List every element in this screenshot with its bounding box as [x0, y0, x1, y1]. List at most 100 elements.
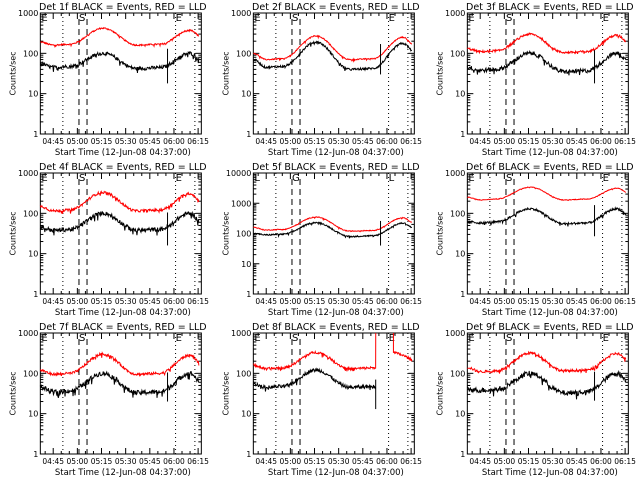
- y-tick-label: 100: [236, 369, 251, 378]
- y-tick-label: 1: [33, 450, 38, 459]
- x-tick-label: 05:30: [115, 137, 137, 146]
- event-marker-label: E: [602, 13, 608, 24]
- x-tick-label: 05:30: [542, 137, 564, 146]
- plot-frame: [253, 332, 416, 455]
- x-tick-label: 05:30: [328, 457, 350, 466]
- lld-series-line: [466, 350, 626, 374]
- event-marker-label: E: [41, 333, 47, 344]
- x-tick-label: 05:15: [304, 137, 326, 146]
- x-tick-label: 06:00: [163, 297, 185, 306]
- chart-title: Det 5f BLACK = Events, RED = LLD: [252, 162, 420, 173]
- x-tick-label: 05:45: [352, 297, 374, 306]
- event-marker-label: S: [79, 173, 85, 184]
- event-marker-label: E: [41, 13, 47, 24]
- y-axis-label: Counts/sec: [435, 51, 444, 95]
- x-axis-label: Start Time (12-Jun-08 04:37:00): [481, 308, 617, 318]
- chart-title: Det 7f BLACK = Events, RED = LLD: [39, 322, 207, 333]
- events-series-line: [39, 210, 200, 236]
- detector-panel: Det 7f BLACK = Events, RED = LLD Counts/s…: [8, 322, 209, 478]
- event-marker-label: E: [602, 173, 608, 184]
- detector-panel: Det 4f BLACK = Events, RED = LLD Counts/s…: [8, 162, 209, 318]
- y-tick-label: 100: [450, 209, 465, 218]
- y-tick-label: 1: [247, 290, 252, 299]
- x-tick-label: 05:00: [493, 137, 515, 146]
- event-marker-label: S: [79, 13, 85, 24]
- y-axis-label: Counts/sec: [222, 51, 231, 95]
- x-tick-label: 04:45: [469, 137, 491, 146]
- event-marker-label: E: [255, 13, 261, 24]
- y-tick-label: 10: [28, 250, 38, 259]
- y-axis-label: Counts/sec: [222, 371, 231, 415]
- x-axis-label: Start Time (12-Jun-08 04:37:00): [481, 468, 617, 478]
- plot-frame: [39, 332, 202, 455]
- lld-series-line: [39, 190, 200, 214]
- x-tick-label: 05:45: [352, 137, 374, 146]
- y-tick-label: 100: [236, 49, 251, 58]
- lld-series-line: [40, 26, 200, 48]
- x-tick-label: 05:45: [566, 137, 588, 146]
- x-tick-label: 05:30: [115, 457, 137, 466]
- chart-title: Det 2f BLACK = Events, RED = LLD: [252, 2, 420, 13]
- event-marker-label: E: [41, 173, 47, 184]
- y-tick-label: 1000: [445, 169, 465, 178]
- x-tick-label: 05:45: [139, 137, 161, 146]
- y-axis-label: Counts/sec: [8, 51, 17, 95]
- event-marker-label: E: [602, 333, 608, 344]
- y-tick-label: 1: [460, 450, 465, 459]
- plot-frame: [466, 12, 629, 135]
- y-axis-label: Counts/sec: [435, 211, 444, 255]
- event-marker-label: E: [255, 333, 261, 344]
- x-tick-label: 05:45: [352, 457, 374, 466]
- lld-series-line: [253, 332, 413, 372]
- y-tick-label: 100: [23, 49, 38, 58]
- y-tick-label: 1000: [231, 199, 251, 208]
- chart-title: Det 3f BLACK = Events, RED = LLD: [466, 2, 634, 13]
- x-tick-label: 05:45: [139, 297, 161, 306]
- y-tick-label: 1000: [18, 9, 38, 18]
- y-tick-label: 1000: [231, 9, 251, 18]
- y-tick-label: 10: [241, 260, 251, 269]
- event-marker-label: S: [506, 173, 512, 184]
- x-tick-label: 04:45: [469, 457, 491, 466]
- x-axis-label: Start Time (12-Jun-08 04:37:00): [55, 468, 191, 478]
- x-axis-label: Start Time (12-Jun-08 04:37:00): [268, 148, 404, 158]
- x-tick-label: 06:15: [187, 457, 209, 466]
- x-tick-label: 05:15: [304, 457, 326, 466]
- x-axis-label: Start Time (12-Jun-08 04:37:00): [481, 148, 617, 158]
- y-tick-label: 1: [460, 290, 465, 299]
- plot-frame: [466, 332, 629, 455]
- plot-frame: [253, 12, 416, 135]
- y-tick-label: 1: [247, 450, 252, 459]
- x-tick-label: 06:00: [163, 457, 185, 466]
- chart-title: Det 4f BLACK = Events, RED = LLD: [39, 162, 207, 173]
- x-tick-label: 05:15: [304, 297, 326, 306]
- plot-frame: [39, 12, 202, 135]
- y-tick-label: 1000: [18, 169, 38, 178]
- y-axis-label: Counts/sec: [8, 211, 17, 255]
- x-tick-label: 05:00: [67, 457, 89, 466]
- detector-panel: Det 5f BLACK = Events, RED = LLD Counts/s…: [222, 162, 423, 318]
- x-tick-label: 05:30: [328, 137, 350, 146]
- y-tick-label: 10: [455, 410, 465, 419]
- x-tick-label: 06:00: [376, 137, 398, 146]
- x-tick-label: 06:15: [401, 457, 423, 466]
- y-tick-label: 100: [23, 369, 38, 378]
- x-tick-label: 05:15: [91, 137, 113, 146]
- x-tick-label: 06:00: [590, 297, 612, 306]
- y-tick-label: 10: [455, 250, 465, 259]
- event-marker-label: E: [176, 173, 182, 184]
- y-axis-label: Counts/sec: [8, 371, 17, 415]
- event-marker-label: E: [468, 13, 474, 24]
- event-marker-label: E: [468, 333, 474, 344]
- event-marker-label: L: [389, 173, 395, 184]
- y-tick-label: 10: [28, 410, 38, 419]
- x-tick-label: 05:00: [493, 297, 515, 306]
- detector-panel: Det 8f BLACK = Events, RED = LLD Counts/s…: [222, 322, 423, 478]
- x-tick-label: 06:15: [614, 297, 636, 306]
- event-marker-label: G: [292, 173, 300, 184]
- y-tick-label: 100: [450, 49, 465, 58]
- detector-panel: Det 6f BLACK = Events, RED = LLD Counts/s…: [435, 162, 636, 318]
- x-tick-label: 04:45: [256, 297, 278, 306]
- y-tick-label: 10: [28, 90, 38, 99]
